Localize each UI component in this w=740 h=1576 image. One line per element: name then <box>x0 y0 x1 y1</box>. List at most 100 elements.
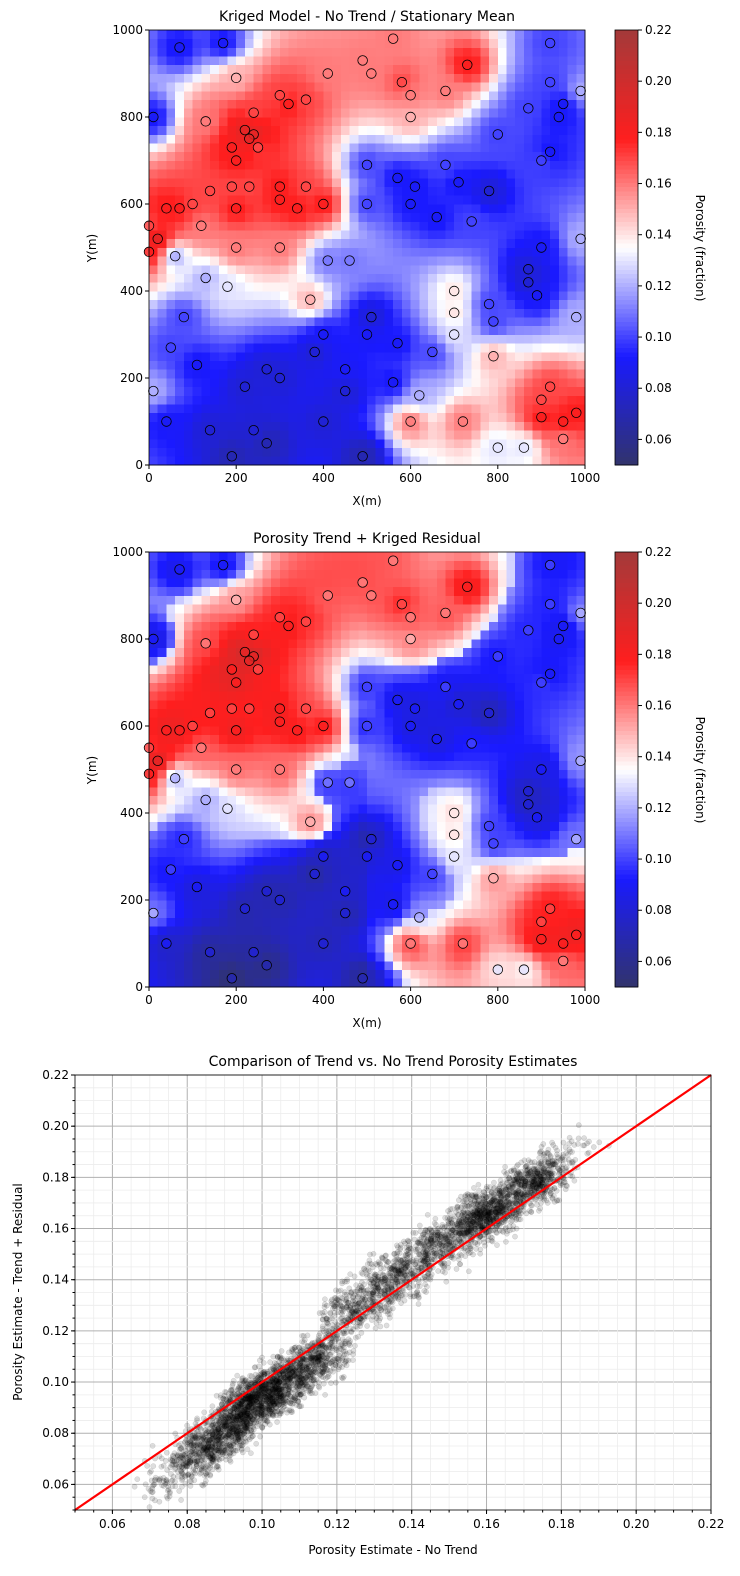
heatmap-cell <box>227 934 237 944</box>
heatmap-cell <box>506 943 516 953</box>
heatmap-cell <box>497 795 507 805</box>
heatmap-cell <box>297 247 307 257</box>
heatmap-cell <box>175 317 185 327</box>
heatmap-cell <box>288 630 298 640</box>
heatmap-cell <box>471 160 481 170</box>
heatmap-cell <box>515 151 525 161</box>
heatmap-cell <box>262 282 272 292</box>
heatmap-cell <box>558 447 568 457</box>
heatmap-cell <box>201 769 211 779</box>
heatmap-cell <box>454 934 464 944</box>
heatmap-cell <box>523 900 534 910</box>
heatmap-cell <box>271 282 281 292</box>
heatmap-cell <box>244 212 255 222</box>
heatmap-cell <box>288 639 298 649</box>
heatmap-cell <box>288 743 298 753</box>
heatmap-cell <box>506 38 516 48</box>
heatmap-cell <box>218 960 228 970</box>
heatmap-cell <box>183 160 193 170</box>
heatmap-cell <box>358 795 368 805</box>
heatmap-cell <box>305 238 316 248</box>
heatmap-cell <box>297 769 307 779</box>
heatmap-cell <box>340 595 350 605</box>
heatmap-cell <box>567 891 577 901</box>
heatmap-cell <box>428 813 438 823</box>
heatmap-cell <box>497 273 507 283</box>
heatmap-cell <box>515 99 525 109</box>
heatmap-cell <box>149 978 159 988</box>
colorbar-segment <box>615 438 638 444</box>
heatmap-cell <box>489 804 499 814</box>
heatmap-cell <box>401 682 411 692</box>
heatmap-cell <box>323 56 333 66</box>
heatmap-cell <box>236 673 246 683</box>
heatmap-cell <box>157 752 167 762</box>
heatmap-cell <box>367 151 377 161</box>
heatmap-cell <box>558 699 568 709</box>
heatmap-cell <box>201 343 211 353</box>
map1-ylabel: Y(m) <box>85 234 99 263</box>
heatmap-cell <box>462 117 473 127</box>
heatmap-cell <box>236 438 246 448</box>
colorbar-segment <box>615 212 638 218</box>
well-marker <box>200 116 211 127</box>
heatmap-cell <box>149 186 159 196</box>
heatmap-cell <box>323 308 333 318</box>
heatmap-cell <box>314 847 324 857</box>
heatmap-cell <box>576 282 586 292</box>
heatmap-cell <box>218 117 228 127</box>
heatmap-cell <box>515 177 525 187</box>
heatmap-cell <box>497 621 507 631</box>
heatmap-cell <box>558 395 568 405</box>
heatmap-cell <box>576 795 586 805</box>
heatmap-cell <box>523 204 534 214</box>
heatmap-cell <box>558 343 568 353</box>
heatmap-cell <box>393 412 403 422</box>
heatmap-cell <box>157 830 167 840</box>
colorbar-segment <box>615 369 638 375</box>
heatmap-cell <box>218 30 228 40</box>
heatmap-cell <box>576 117 586 127</box>
heatmap-cell <box>454 99 464 109</box>
heatmap-cell <box>497 204 507 214</box>
heatmap-cell <box>532 256 542 266</box>
heatmap-cell <box>428 908 438 918</box>
colorbar-segment <box>615 421 638 427</box>
heatmap-cell <box>279 291 289 301</box>
heatmap-cell <box>227 221 237 231</box>
heatmap-cell <box>288 908 298 918</box>
heatmap-cell <box>192 900 202 910</box>
heatmap-cell <box>297 386 307 396</box>
heatmap-cell <box>480 682 490 692</box>
heatmap-cell <box>419 369 429 379</box>
heatmap-cell <box>218 639 228 649</box>
heatmap-cell <box>271 247 281 257</box>
heatmap-cell <box>550 143 560 153</box>
heatmap-cell <box>558 291 568 301</box>
heatmap-cell <box>384 256 394 266</box>
heatmap-cell <box>419 412 429 422</box>
heatmap-cell <box>236 334 246 344</box>
heatmap-cell <box>489 125 499 135</box>
heatmap-cell <box>480 978 490 988</box>
heatmap-cell <box>515 952 525 962</box>
heatmap-cell <box>532 47 542 57</box>
heatmap-cell <box>236 369 246 379</box>
heatmap-cell <box>532 317 542 327</box>
heatmap-cell <box>367 134 377 144</box>
heatmap-cell <box>262 873 272 883</box>
heatmap-cell <box>384 291 394 301</box>
heatmap-cell <box>515 360 525 370</box>
heatmap-cell <box>314 960 324 970</box>
heatmap-cell <box>550 934 560 944</box>
heatmap-cell <box>271 795 281 805</box>
heatmap-cell <box>523 82 534 92</box>
heatmap-cell <box>236 169 246 179</box>
heatmap-cell <box>384 604 394 614</box>
heatmap-cell <box>244 351 255 361</box>
heatmap-cell <box>428 317 438 327</box>
heatmap-cell <box>462 769 473 779</box>
heatmap-cell <box>262 804 272 814</box>
heatmap-cell <box>183 47 193 57</box>
heatmap-cell <box>358 291 368 301</box>
